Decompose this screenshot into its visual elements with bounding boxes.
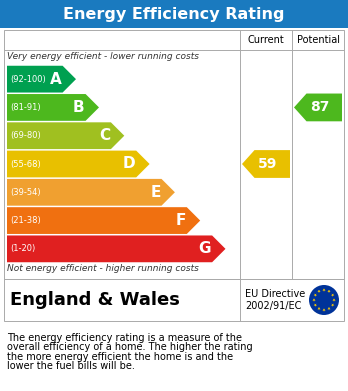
Polygon shape [331, 294, 334, 297]
Text: England & Wales: England & Wales [10, 291, 180, 309]
Text: overall efficiency of a home. The higher the rating: overall efficiency of a home. The higher… [7, 342, 253, 352]
Bar [4, 30, 344, 279]
Text: G: G [199, 241, 211, 256]
Text: (21-38): (21-38) [10, 216, 41, 225]
Text: (92-100): (92-100) [10, 75, 46, 84]
Text: E: E [150, 185, 160, 200]
Text: Very energy efficient - lower running costs: Very energy efficient - lower running co… [7, 52, 199, 61]
Text: (39-54): (39-54) [10, 188, 41, 197]
Text: 59: 59 [258, 157, 278, 171]
Text: Energy Efficiency Rating: Energy Efficiency Rating [63, 7, 285, 22]
Circle shape [309, 285, 339, 315]
Polygon shape [317, 290, 321, 293]
Polygon shape [312, 299, 316, 302]
Polygon shape [7, 207, 200, 234]
Polygon shape [7, 151, 150, 178]
Polygon shape [314, 294, 317, 297]
Polygon shape [322, 308, 326, 312]
Text: (81-91): (81-91) [10, 103, 41, 112]
Polygon shape [7, 94, 99, 121]
Polygon shape [317, 307, 321, 310]
Text: Current: Current [248, 35, 284, 45]
Text: B: B [73, 100, 85, 115]
Text: Not energy efficient - higher running costs: Not energy efficient - higher running co… [7, 264, 199, 273]
Polygon shape [322, 289, 326, 292]
Polygon shape [7, 66, 76, 93]
Polygon shape [294, 93, 342, 121]
Polygon shape [314, 303, 317, 307]
Polygon shape [327, 290, 331, 293]
Polygon shape [242, 150, 290, 178]
Polygon shape [7, 122, 124, 149]
Bar [4, 279, 344, 321]
Text: lower the fuel bills will be.: lower the fuel bills will be. [7, 361, 135, 371]
Text: D: D [122, 156, 135, 172]
Text: A: A [50, 72, 62, 87]
Text: C: C [99, 128, 110, 143]
Polygon shape [332, 299, 336, 302]
Text: (69-80): (69-80) [10, 131, 41, 140]
Text: the more energy efficient the home is and the: the more energy efficient the home is an… [7, 352, 233, 362]
Text: F: F [175, 213, 186, 228]
Polygon shape [327, 307, 331, 310]
Text: 87: 87 [310, 100, 330, 115]
Polygon shape [331, 303, 334, 307]
Text: The energy efficiency rating is a measure of the: The energy efficiency rating is a measur… [7, 333, 242, 343]
Text: (1-20): (1-20) [10, 244, 35, 253]
Polygon shape [7, 235, 226, 262]
Polygon shape [7, 179, 175, 206]
Text: Potential: Potential [296, 35, 340, 45]
Bar [0, 0, 348, 28]
Text: EU Directive
2002/91/EC: EU Directive 2002/91/EC [245, 289, 305, 311]
Text: (55-68): (55-68) [10, 160, 41, 169]
